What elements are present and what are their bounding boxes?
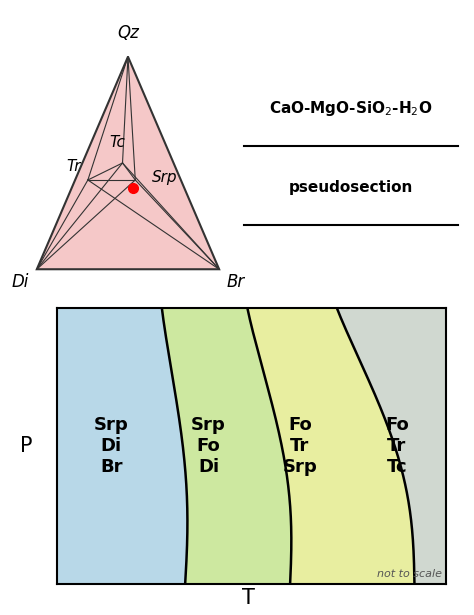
Text: Qz: Qz	[117, 24, 139, 42]
Polygon shape	[247, 308, 414, 584]
Text: Srp: Srp	[152, 170, 177, 185]
Text: Br: Br	[227, 274, 245, 292]
Text: Tc: Tc	[109, 135, 125, 150]
Text: Fo
Tr
Srp: Fo Tr Srp	[283, 416, 317, 475]
Text: Srp
Di
Br: Srp Di Br	[94, 416, 128, 475]
Polygon shape	[162, 308, 292, 584]
Text: P: P	[20, 436, 32, 456]
Polygon shape	[57, 308, 187, 584]
Polygon shape	[37, 57, 219, 269]
Text: T: T	[242, 587, 255, 608]
Text: Fo
Tr
Tc: Fo Tr Tc	[385, 416, 409, 475]
Text: not to scale: not to scale	[377, 569, 442, 579]
Text: Tr: Tr	[66, 159, 81, 173]
Text: Di: Di	[12, 274, 29, 292]
Polygon shape	[337, 308, 446, 584]
Text: CaO-MgO-SiO$_2$-H$_2$O: CaO-MgO-SiO$_2$-H$_2$O	[269, 99, 432, 118]
Text: Srp
Fo
Di: Srp Fo Di	[191, 416, 226, 475]
Text: pseudosection: pseudosection	[289, 180, 413, 196]
